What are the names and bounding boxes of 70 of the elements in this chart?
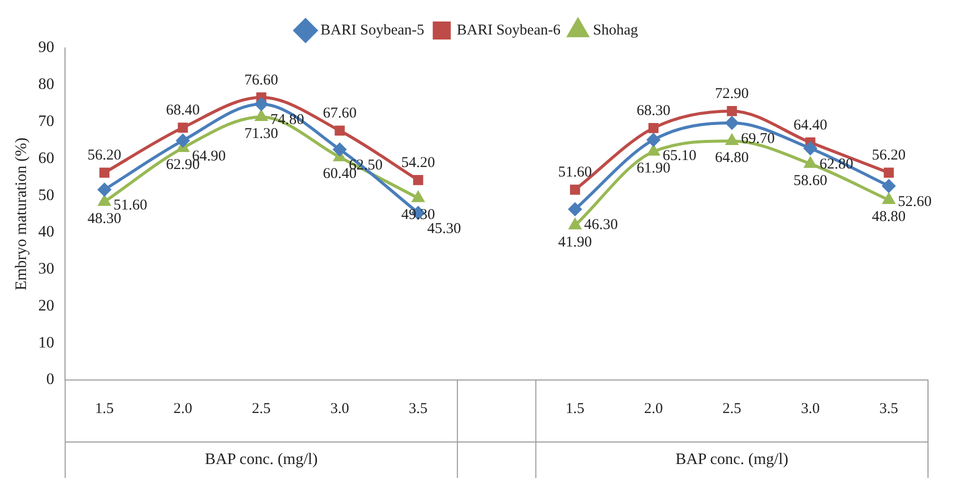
y-tick-label: 70 [38,112,54,130]
data-label: 58.60 [793,172,828,189]
y-tick-label: 40 [38,224,54,241]
data-label: 45.30 [427,220,462,237]
point [98,195,110,206]
x-tick-label: 3.5 [408,400,428,417]
y-tick-label: 60 [38,150,54,167]
point [99,168,110,178]
point [569,218,581,230]
text: BAP conc. (mg/l) [204,451,318,468]
point [413,175,424,186]
point [178,122,188,133]
point [98,183,111,196]
x-tick-label: 2.0 [644,400,663,417]
x-tick-label: 2.5 [722,400,742,417]
y-tick-label: 50 [38,186,54,204]
point [334,126,345,136]
y-tick-label: 0 [46,371,54,388]
x-tick-label: 3.5 [879,400,898,417]
data-label: 52.60 [898,194,932,210]
point [254,98,268,111]
y-tick-label: 10 [38,334,54,352]
point [648,145,660,156]
data-label: 51.60 [558,164,592,181]
data-label: 69.70 [741,130,775,147]
y-tick-label: 20 [38,297,54,314]
point [725,116,738,130]
point [726,106,737,116]
data-label: 54.20 [401,155,436,171]
y-tick-label: 30 [38,260,54,278]
point [646,133,660,146]
data-label: 56.20 [88,148,122,164]
x-tick-label: 3.0 [800,400,820,417]
point [804,142,817,155]
point [568,202,582,216]
data-label: 48.80 [872,208,906,225]
text: BAP conc. (mg/l) [676,451,788,468]
data-label: 56.20 [872,148,906,164]
data-label: 46.30 [584,217,618,234]
legend-label: BARI Soybean-5 [320,22,424,38]
point [882,179,896,192]
point [884,168,894,178]
x-tick-label: 2.5 [252,400,271,417]
data-label: 71.30 [244,126,278,142]
point [804,157,816,168]
x-tick-label: 3.0 [330,400,350,417]
point [648,123,659,134]
data-label: 67.60 [322,106,357,122]
y-tick-label: 90 [38,39,54,56]
point [412,192,424,202]
data-label: 41.90 [558,234,592,250]
data-label: 64.40 [793,117,828,134]
legend-label: Shohag [592,22,638,38]
point [176,134,190,148]
point [726,134,738,145]
x-tick-label: 1.5 [566,400,584,417]
x-tick-label: 1.5 [95,400,114,417]
y-axis-title: Embryo maturation (%) [12,138,30,290]
data-label: 64.80 [715,150,749,166]
x-tick-label: 2.0 [173,400,192,417]
data-label: 72.90 [715,86,749,102]
y-tick-label: 80 [38,76,54,94]
data-label: 76.60 [244,72,278,88]
point [570,184,580,195]
legend-label: BARI Soybean-6 [456,22,561,38]
point [333,142,346,156]
point [255,110,268,121]
data-label: 68.40 [166,102,200,119]
point [882,193,895,204]
data-label: 68.30 [636,102,670,119]
